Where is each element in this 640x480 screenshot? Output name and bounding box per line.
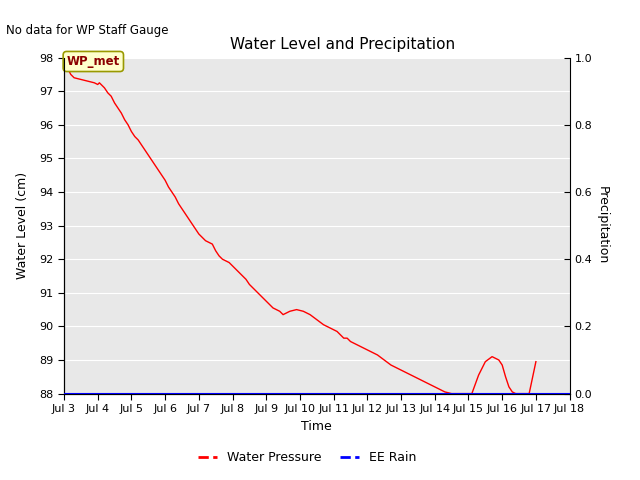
Text: WP_met: WP_met	[67, 55, 120, 68]
X-axis label: Time: Time	[301, 420, 332, 432]
Y-axis label: Precipitation: Precipitation	[596, 186, 609, 265]
Y-axis label: Water Level (cm): Water Level (cm)	[15, 172, 29, 279]
Text: No data for WP Staff Gauge: No data for WP Staff Gauge	[6, 24, 169, 37]
Legend: Water Pressure, EE Rain: Water Pressure, EE Rain	[193, 446, 421, 469]
Title: Water Level and Precipitation: Water Level and Precipitation	[230, 37, 454, 52]
